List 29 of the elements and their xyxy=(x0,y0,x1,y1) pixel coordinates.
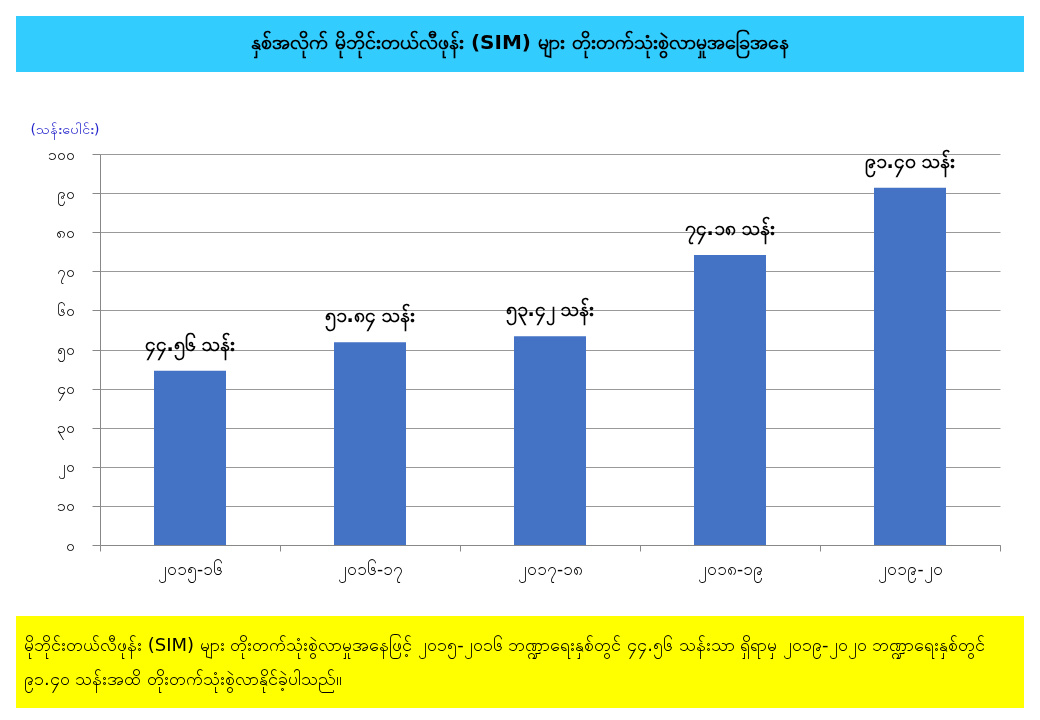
x-tick-label: ၂၀၁၅-၁၆ xyxy=(157,558,224,583)
y-tick-label: ၃၀ xyxy=(56,418,75,441)
y-axis-title: (သန်းပေါင်း) xyxy=(30,120,100,140)
y-tick-label: ၈၀ xyxy=(55,222,75,242)
bar xyxy=(694,254,766,545)
y-tick-label: ၉၀ xyxy=(56,183,75,206)
y-tick-label: ၆၀ xyxy=(56,300,75,320)
x-tick-label: ၂၀၁၆-၁၇ xyxy=(337,558,404,583)
bar xyxy=(874,187,946,545)
text: မိုဘိုင်းတယ်လီဖုန်း (SIM) များ တိုးတက်သုံးစွဲလာမှုအနေဖြင့် ၂၀၁၅-၂၀၁၆ ဘဏ္ဍာရေးနှစ်တွင် ၄၄.၅၆ သန်းသာ ရှိရာမှ ၂၀၁၉-၂၀၂၀ ဘဏ္ဍာရေးနှစ်တွင် ၉၁.၄၀ သန်းအထိ တိုးတက်သုံးစွဲလာနိုင်ခဲ့ပါသည်။ xyxy=(24,633,987,695)
x-tick-label: ၂၀၁၈-၁၉ xyxy=(697,558,764,583)
x-tick-label: ၂၀၁၇-၁၈ xyxy=(517,558,584,583)
y-tick-label: ၇၀ xyxy=(56,261,75,284)
chart-title: နှစ်အလိုက် မိုဘိုင်းတယ်လီဖုန်း (SIM) များ တိုးတက်သုံးစွဲလာမှုအခြေအနေ xyxy=(16,16,1024,72)
y-tick-label: ၁၀၀ xyxy=(47,144,75,164)
y-tick-label: ၂၀ xyxy=(57,457,75,480)
bar xyxy=(334,342,406,545)
y-tick-label: ၅၀ xyxy=(56,340,75,362)
data-label: ၅၁.၈၄ သန်း xyxy=(324,303,416,333)
data-label: ၉၁.၄၀ သန်း xyxy=(864,148,956,178)
y-tick-label: ၄၀ xyxy=(56,379,75,402)
y-tick-label: ၀ xyxy=(65,535,75,555)
y-tick-label: ၁၀ xyxy=(56,496,75,516)
bar xyxy=(154,370,226,545)
data-label: ၅၃.၄၂ သန်း xyxy=(505,297,595,327)
data-label: ၇၄.၁၈ သန်း xyxy=(684,215,776,245)
x-tick-label: ၂၀၁၉-၂၀ xyxy=(878,558,943,583)
bar xyxy=(514,336,586,545)
data-label: ၄၄.၅၆ သန်း xyxy=(144,331,236,361)
